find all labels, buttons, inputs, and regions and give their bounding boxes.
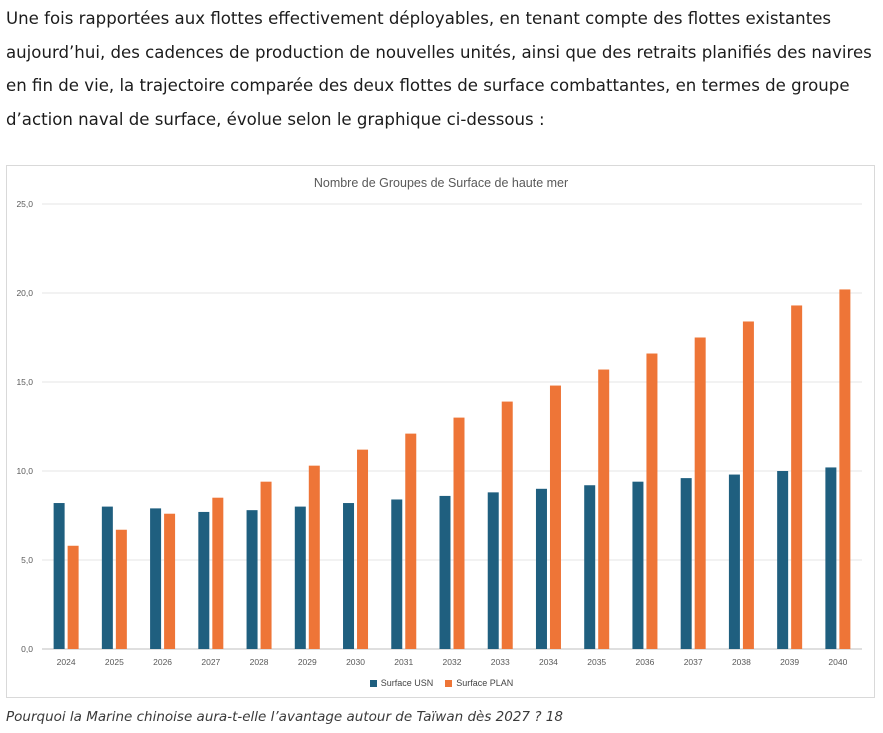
x-tick-label: 2035 [587, 657, 606, 667]
bar-plan-2040 [839, 289, 851, 649]
bar-plan-2038 [742, 321, 754, 649]
x-tick-label: 2032 [443, 657, 462, 667]
x-tick-label: 2027 [201, 657, 220, 667]
chart-title: Nombre de Groupes de Surface de haute me… [314, 176, 568, 190]
x-tick-label: 2031 [394, 657, 413, 667]
x-tick-label: 2039 [780, 657, 799, 667]
bar-plan-2032 [453, 417, 465, 649]
bar-plan-2031 [405, 433, 417, 649]
x-tick-label: 2040 [828, 657, 847, 667]
x-tick-label: 2038 [732, 657, 751, 667]
bar-plan-2029 [308, 465, 320, 649]
x-tick-label: 2033 [491, 657, 510, 667]
bar-usn-2034 [535, 488, 547, 649]
y-tick-label: 10,0 [16, 466, 33, 476]
intro-paragraph: Une fois rapportées aux flottes effectiv… [6, 9, 872, 129]
x-tick-label: 2037 [684, 657, 703, 667]
x-tick-label: 2026 [153, 657, 172, 667]
chart-container: Nombre de Groupes de Surface de haute me… [6, 165, 875, 698]
bar-plan-2030 [357, 449, 369, 649]
bar-plan-2025 [115, 529, 127, 649]
x-tick-label: 2024 [57, 657, 76, 667]
bar-plan-2027 [212, 497, 224, 649]
bar-plan-2028 [260, 481, 272, 649]
bar-usn-2024 [53, 503, 65, 649]
x-tick-label: 2030 [346, 657, 365, 667]
bar-plan-2026 [164, 513, 176, 649]
legend-label: Surface PLAN [456, 678, 514, 688]
bar-plan-2033 [501, 401, 513, 649]
y-tick-label: 25,0 [16, 199, 33, 209]
x-tick-label: 2025 [105, 657, 124, 667]
bar-plan-2037 [694, 337, 706, 649]
bar-plan-2036 [646, 353, 658, 649]
x-tick-label: 2034 [539, 657, 558, 667]
x-tick-label: 2036 [635, 657, 654, 667]
bar-usn-2032 [439, 495, 451, 649]
figure-caption: Pourquoi la Marine chinoise aura-t-elle … [6, 709, 563, 725]
x-tick-label: 2028 [250, 657, 269, 667]
bar-chart: Nombre de Groupes de Surface de haute me… [16, 176, 862, 667]
bar-usn-2026 [150, 508, 162, 649]
bar-usn-2036 [632, 481, 644, 649]
bar-plan-2024 [67, 545, 79, 649]
bar-usn-2038 [728, 474, 740, 649]
legend-item-usn: Surface USN [369, 678, 434, 688]
legend-item-plan: Surface PLAN [445, 678, 513, 688]
bar-usn-2035 [584, 485, 596, 649]
legend-label: Surface USN [380, 678, 434, 688]
legend-swatch [445, 679, 453, 687]
y-tick-label: 0,0 [21, 644, 33, 654]
bar-usn-2033 [487, 492, 499, 649]
y-tick-label: 5,0 [21, 555, 33, 565]
bar-usn-2039 [777, 471, 789, 649]
bar-usn-2028 [246, 510, 258, 649]
bar-usn-2029 [294, 506, 306, 649]
bar-plan-2034 [549, 385, 561, 649]
x-tick-label: 2029 [298, 657, 317, 667]
bar-plan-2039 [791, 305, 803, 649]
bar-usn-2031 [391, 499, 403, 649]
y-tick-label: 20,0 [16, 288, 33, 298]
bar-usn-2027 [198, 511, 210, 649]
chart-legend: Surface USN Surface PLAN [7, 678, 876, 689]
bar-usn-2040 [825, 467, 837, 649]
y-tick-label: 15,0 [16, 377, 33, 387]
bar-usn-2037 [680, 478, 692, 649]
bar-usn-2030 [343, 503, 355, 649]
legend-swatch [369, 679, 377, 687]
bar-usn-2025 [101, 506, 113, 649]
bar-plan-2035 [598, 369, 610, 649]
